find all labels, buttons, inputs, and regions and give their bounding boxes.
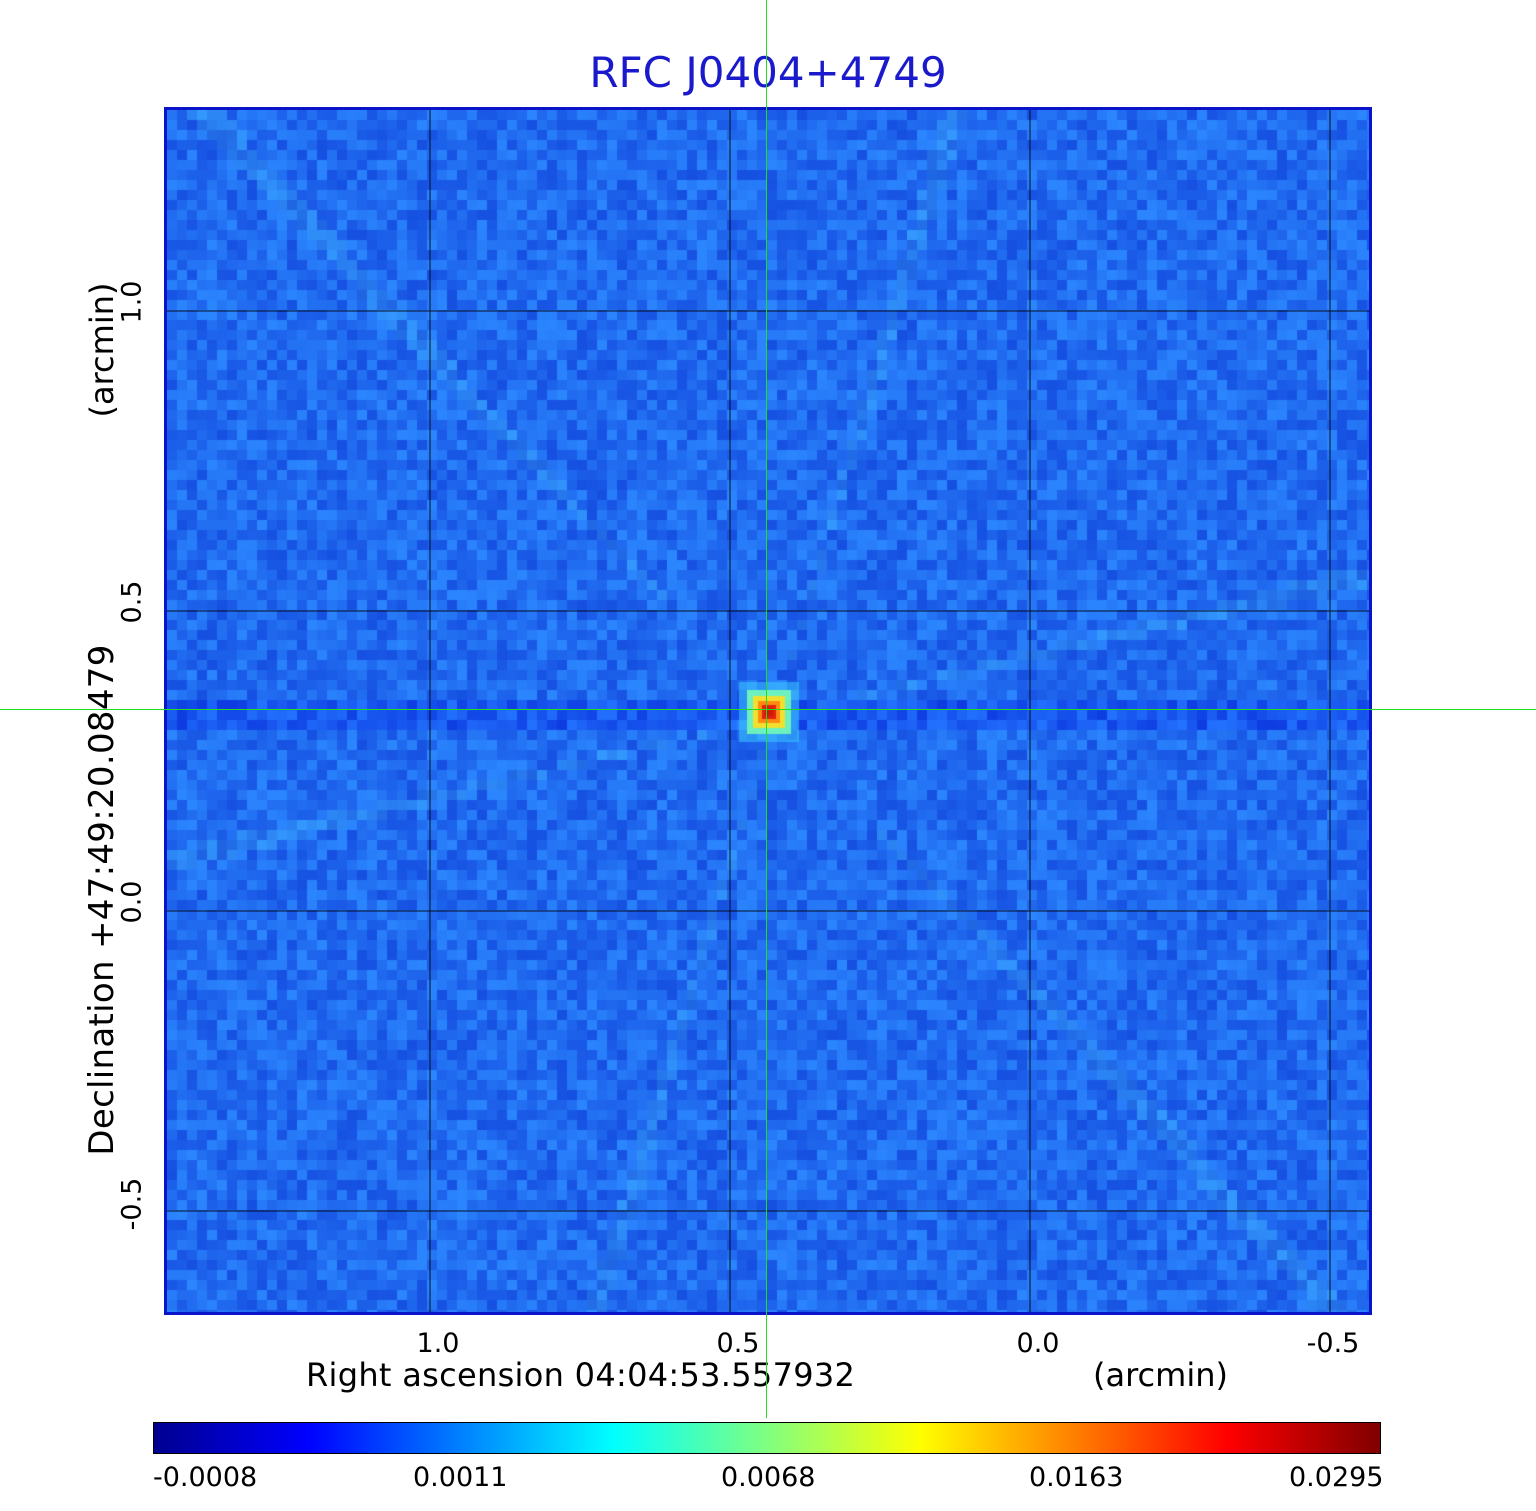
- x-tick-label: 1.0: [416, 1328, 460, 1359]
- x-tick-label: -0.5: [1306, 1328, 1360, 1359]
- colorbar-tick-label: 0.0295: [1289, 1462, 1384, 1493]
- colorbar: [153, 1422, 1381, 1454]
- x-axis-label: Right ascension 04:04:53.557932: [306, 1356, 856, 1394]
- crosshair-horizontal[interactable]: [0, 709, 1536, 710]
- colorbar-tick-label: -0.0008: [153, 1462, 258, 1493]
- y-axis-unit: (arcmin): [83, 282, 121, 418]
- radio-image-canvas[interactable]: [167, 110, 1369, 1312]
- y-tick-label: 1.0: [116, 280, 148, 324]
- x-tick-label: 0.0: [1016, 1328, 1060, 1359]
- y-axis-label: Declination +47:49:20.08479: [82, 644, 122, 1156]
- plot-title: RFC J0404+4749: [589, 48, 947, 97]
- x-tick-label: 0.5: [716, 1328, 760, 1359]
- x-axis-unit: (arcmin): [1093, 1356, 1228, 1394]
- coordinate-grid: [167, 110, 1369, 1312]
- y-tick-label: -0.5: [116, 1177, 148, 1231]
- colorbar-tick-label: 0.0011: [413, 1462, 508, 1493]
- colorbar-tick-label: 0.0163: [1029, 1462, 1124, 1493]
- y-tick-label: 0.5: [116, 580, 148, 624]
- image-map[interactable]: [164, 107, 1372, 1315]
- colorbar-tick-label: 0.0068: [721, 1462, 816, 1493]
